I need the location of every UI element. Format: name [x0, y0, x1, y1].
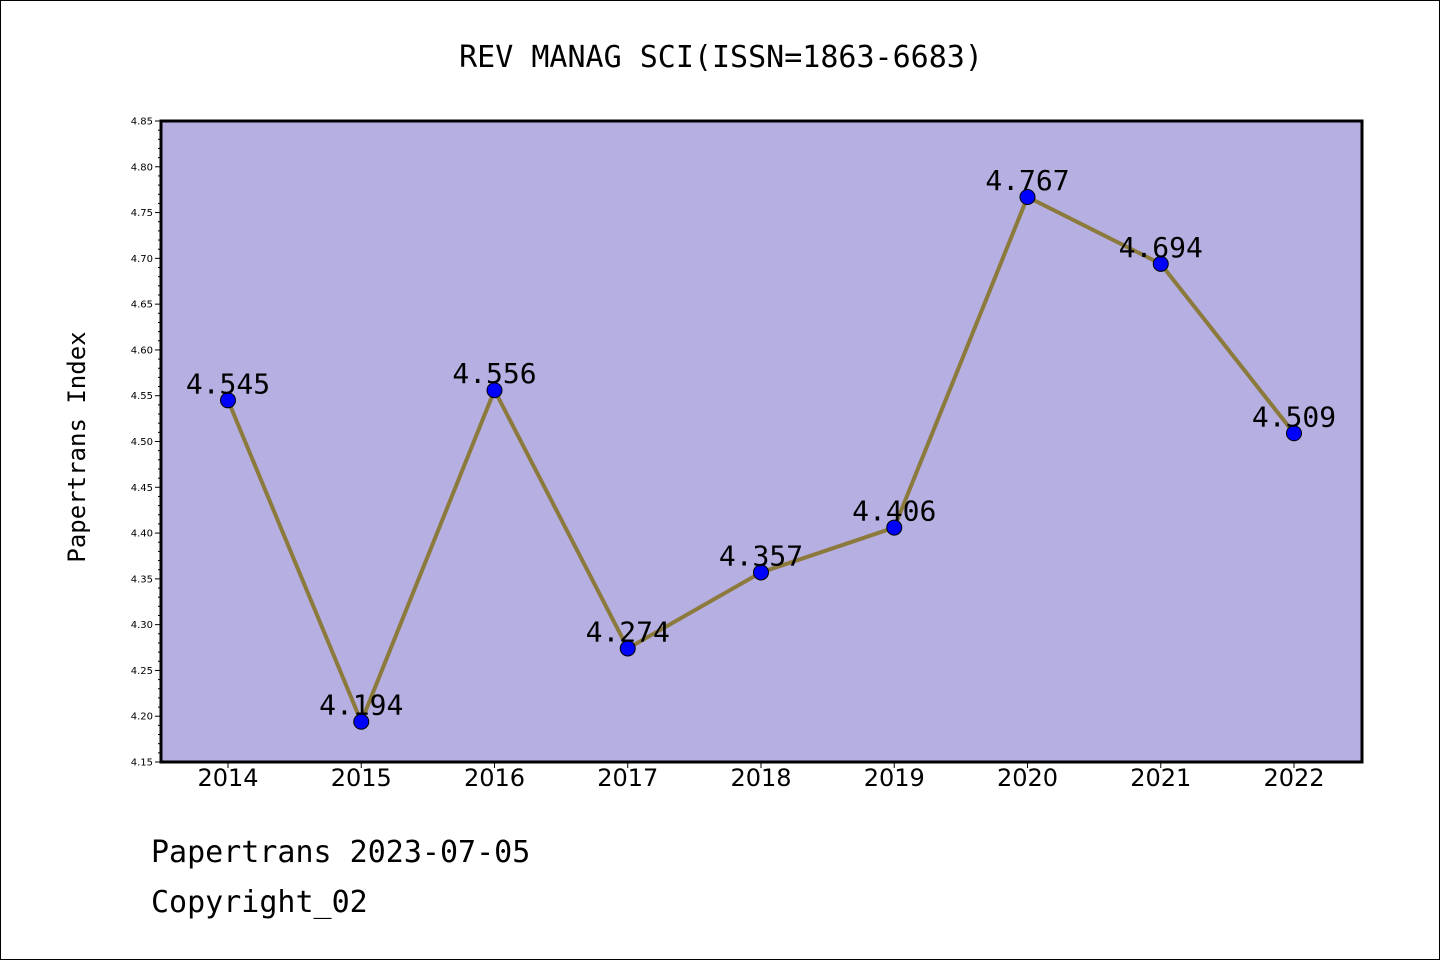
plot-area [159, 119, 1364, 764]
data-label: 4.194 [319, 689, 403, 722]
y-tick-label: 4.60 [131, 345, 153, 356]
data-point [220, 392, 236, 409]
y-axis-ticks: 4.15 4.20 4.25 4.30 4.35 4.40 4.45 4.50 4.55 4.60… [131, 117, 161, 769]
data-label: 4.509 [1252, 400, 1336, 433]
footer-copyright: Copyright_02 [151, 885, 368, 920]
x-tick-label: 2017 [597, 764, 658, 792]
data-label: 4.694 [1119, 231, 1203, 264]
x-tick-label: 2020 [997, 764, 1058, 792]
x-tick-label: 2022 [1263, 764, 1324, 792]
data-labels: 4.545 4.194 4.556 4.274 4.357 4.406 4.767 4.694… [186, 164, 1336, 722]
y-tick-label: 4.45 [131, 483, 153, 494]
x-tick-label: 2021 [1130, 764, 1191, 792]
data-point [1286, 425, 1302, 442]
data-point [886, 519, 903, 536]
y-tick-label: 4.40 [131, 529, 153, 540]
y-tick-label: 4.65 [131, 300, 153, 311]
x-tick-label: 2014 [197, 764, 258, 792]
chart-title: REV MANAG SCI(ISSN=1863-6683) [459, 40, 983, 75]
y-tick-label: 4.55 [131, 391, 153, 402]
data-label: 4.406 [852, 495, 936, 528]
y-tick-label: 4.50 [131, 437, 153, 448]
data-label: 4.556 [452, 357, 536, 390]
data-label: 4.357 [719, 539, 803, 572]
y-tick-label: 4.25 [131, 666, 153, 677]
y-tick-label: 4.30 [131, 620, 153, 631]
series-group [220, 189, 1302, 730]
footer-date: Papertrans 2023-07-05 [151, 835, 531, 870]
data-label: 4.767 [985, 164, 1069, 197]
data-point [1019, 189, 1036, 206]
y-tick-label: 4.35 [131, 574, 153, 585]
data-point [486, 382, 503, 399]
x-tick-label: 2015 [331, 764, 392, 792]
x-tick-label: 2018 [730, 764, 791, 792]
x-tick-label: 2016 [464, 764, 525, 792]
y-tick-label: 4.80 [131, 162, 153, 173]
x-tick-label: 2019 [864, 764, 925, 792]
y-axis-label: Papertrans Index [63, 331, 91, 562]
data-point [1152, 255, 1169, 272]
data-point [353, 713, 370, 730]
y-tick-label: 4.15 [131, 758, 153, 769]
y-tick-label: 4.70 [131, 254, 153, 265]
data-label: 4.545 [186, 367, 270, 400]
x-axis-ticks: 2014 2015 2016 2017 2018 2019 2020 2021 2022 [197, 762, 1325, 792]
data-label: 4.274 [586, 615, 670, 648]
data-point [753, 564, 769, 581]
data-point [619, 640, 636, 657]
y-tick-label: 4.75 [131, 208, 153, 219]
y-tick-label: 4.85 [131, 117, 153, 128]
y-tick-label: 4.20 [131, 712, 153, 723]
